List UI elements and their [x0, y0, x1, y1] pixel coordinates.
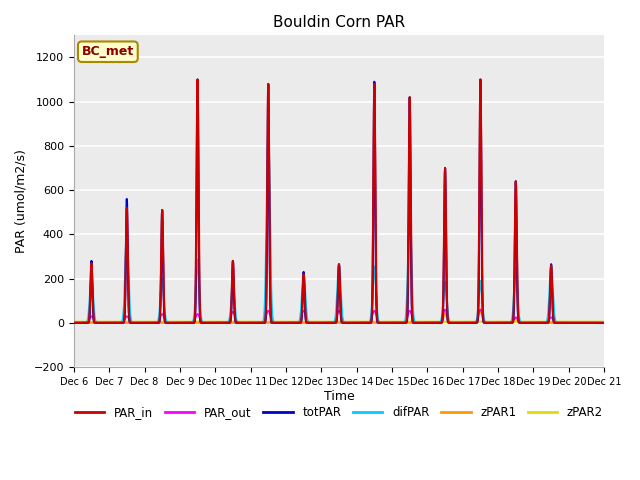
totPAR: [218, 320, 226, 326]
zPAR2: [365, 319, 373, 324]
PAR_in: [565, 320, 573, 326]
Line: PAR_in: PAR_in: [74, 80, 604, 323]
zPAR2: [553, 319, 561, 324]
zPAR2: [493, 319, 500, 324]
difPAR: [493, 320, 500, 326]
PAR_out: [441, 307, 449, 312]
zPAR1: [600, 320, 608, 326]
totPAR: [355, 320, 362, 326]
totPAR: [70, 320, 77, 326]
zPAR2: [218, 319, 225, 324]
zPAR1: [477, 307, 484, 312]
difPAR: [554, 320, 561, 326]
difPAR: [355, 320, 362, 326]
Line: PAR_out: PAR_out: [74, 310, 604, 323]
difPAR: [600, 320, 608, 326]
difPAR: [70, 320, 77, 326]
PAR_out: [70, 320, 77, 326]
PAR_out: [493, 320, 500, 326]
Y-axis label: PAR (umol/m2/s): PAR (umol/m2/s): [15, 149, 28, 253]
zPAR1: [568, 320, 576, 326]
PAR_in: [600, 320, 608, 326]
zPAR2: [70, 319, 77, 324]
Line: totPAR: totPAR: [74, 80, 604, 323]
PAR_in: [355, 320, 362, 326]
Text: BC_met: BC_met: [82, 45, 134, 58]
totPAR: [493, 320, 500, 326]
zPAR1: [70, 320, 77, 326]
difPAR: [568, 320, 576, 326]
PAR_in: [568, 320, 576, 326]
totPAR: [568, 320, 576, 326]
PAR_in: [194, 77, 202, 83]
Legend: PAR_in, PAR_out, totPAR, difPAR, zPAR1, zPAR2: PAR_in, PAR_out, totPAR, difPAR, zPAR1, …: [70, 402, 608, 424]
Line: zPAR1: zPAR1: [74, 310, 604, 323]
zPAR2: [354, 319, 362, 324]
difPAR: [264, 133, 272, 139]
zPAR1: [493, 320, 500, 326]
PAR_in: [366, 320, 374, 326]
PAR_out: [568, 320, 576, 326]
zPAR1: [218, 320, 225, 326]
PAR_in: [554, 320, 561, 326]
zPAR1: [554, 320, 561, 326]
PAR_in: [70, 320, 77, 326]
difPAR: [366, 319, 374, 325]
X-axis label: Time: Time: [324, 390, 355, 403]
PAR_in: [493, 320, 500, 326]
PAR_in: [218, 320, 226, 326]
PAR_out: [354, 320, 362, 326]
zPAR2: [600, 319, 608, 324]
PAR_out: [218, 320, 225, 326]
PAR_out: [365, 320, 373, 325]
totPAR: [554, 320, 561, 326]
PAR_out: [565, 320, 573, 326]
Line: difPAR: difPAR: [74, 136, 604, 323]
totPAR: [366, 320, 374, 326]
PAR_out: [600, 320, 608, 326]
totPAR: [194, 77, 202, 83]
zPAR1: [354, 320, 362, 326]
difPAR: [218, 320, 225, 326]
totPAR: [565, 320, 573, 326]
zPAR2: [568, 319, 575, 324]
PAR_out: [554, 320, 561, 326]
Title: Bouldin Corn PAR: Bouldin Corn PAR: [273, 15, 405, 30]
zPAR1: [365, 320, 373, 326]
difPAR: [565, 320, 573, 326]
totPAR: [600, 320, 608, 326]
